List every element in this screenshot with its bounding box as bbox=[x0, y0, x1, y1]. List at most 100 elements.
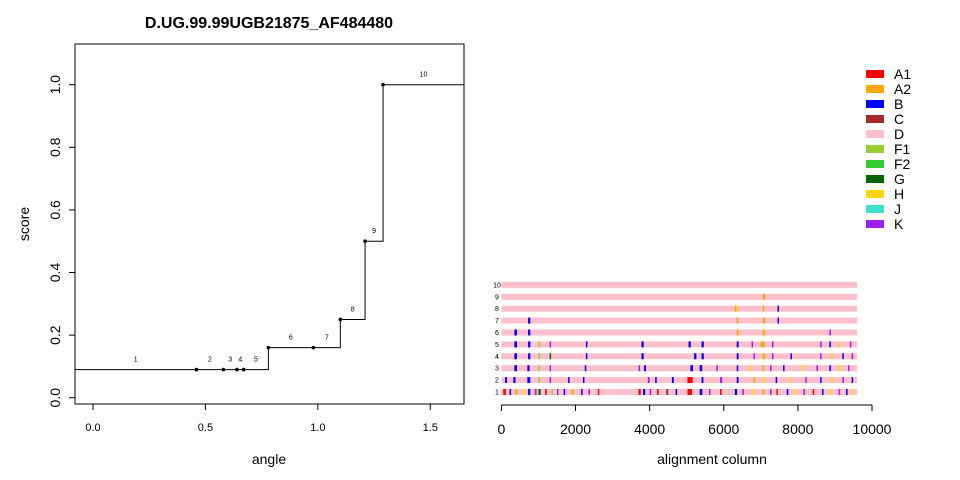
legend-swatch bbox=[866, 100, 884, 108]
subtype-segment bbox=[687, 389, 692, 395]
subtype-segment bbox=[736, 317, 739, 324]
subtype-segment bbox=[514, 365, 517, 372]
legend-item: H bbox=[866, 186, 904, 202]
point-label: 7 bbox=[325, 335, 329, 342]
legend-label: J bbox=[894, 201, 901, 217]
subtype-segment bbox=[514, 353, 517, 360]
subtype-segment bbox=[675, 389, 678, 395]
subtype-segment bbox=[720, 389, 722, 395]
subtype-segment bbox=[513, 377, 516, 384]
score-point bbox=[235, 367, 239, 372]
subtype-segment bbox=[821, 389, 824, 395]
legend-swatch bbox=[866, 70, 884, 78]
right-x-tick-label: 2000 bbox=[560, 421, 591, 437]
right-x-tick-label: 8000 bbox=[782, 421, 813, 437]
subtype-segment bbox=[581, 389, 583, 395]
point-label: 8 bbox=[351, 306, 355, 313]
subtype-segment bbox=[849, 341, 852, 348]
score-point bbox=[241, 367, 246, 372]
row-label: 1 bbox=[495, 390, 499, 397]
left-y-axis-label: score bbox=[16, 207, 32, 241]
subtype-segment bbox=[762, 317, 765, 324]
subtype-segment bbox=[701, 341, 704, 348]
subtype-segment bbox=[585, 353, 588, 360]
subtype-segment bbox=[829, 389, 831, 395]
subtype-segment bbox=[771, 353, 774, 360]
subtype-segment bbox=[538, 353, 540, 360]
left-x-tick-label: 1.0 bbox=[310, 422, 325, 434]
score-point bbox=[363, 239, 367, 244]
subtype-segment bbox=[638, 365, 641, 372]
legend-item: A1 bbox=[866, 66, 911, 82]
row-label: 3 bbox=[495, 366, 499, 373]
score-point bbox=[338, 317, 343, 322]
subtype-segment bbox=[831, 377, 833, 384]
left-x-axis: 0.0 0.5 1.0 1.5 bbox=[85, 404, 438, 434]
subtype-segment bbox=[762, 353, 765, 360]
legend-swatch bbox=[866, 175, 884, 183]
row-label: 8 bbox=[495, 306, 499, 313]
subtype-segment bbox=[851, 377, 854, 384]
subtype-segment bbox=[551, 389, 553, 395]
subtype-segment bbox=[751, 341, 754, 348]
subtype-segment bbox=[716, 365, 718, 372]
row-label: 9 bbox=[495, 294, 499, 301]
subtype-segment bbox=[742, 389, 744, 395]
score-point bbox=[311, 345, 316, 350]
subtype-segment bbox=[538, 341, 540, 348]
subtype-segment bbox=[694, 353, 697, 360]
legend-item: F2 bbox=[866, 156, 911, 172]
legend-label: H bbox=[894, 186, 904, 202]
point-label: 1 bbox=[134, 357, 138, 364]
score-point bbox=[194, 367, 199, 372]
subtype-segment bbox=[842, 353, 844, 360]
alignment-row: 3 bbox=[495, 365, 858, 373]
legend-item: J bbox=[866, 201, 901, 217]
subtype-segment bbox=[829, 341, 831, 348]
legend-item: F1 bbox=[866, 141, 911, 157]
subtype-segment bbox=[655, 377, 657, 384]
subtype-segment bbox=[753, 377, 755, 384]
subtype-segment bbox=[770, 365, 772, 372]
subtype-segment bbox=[771, 341, 774, 348]
point-label: 4 bbox=[238, 357, 242, 364]
score-point bbox=[266, 345, 271, 350]
subtype-segment bbox=[734, 305, 737, 312]
legend-label: F2 bbox=[894, 156, 911, 172]
legend-label: K bbox=[894, 216, 904, 232]
subtype-segment bbox=[584, 365, 587, 372]
right-x-tick-label: 6000 bbox=[708, 421, 739, 437]
legend-item: A2 bbox=[866, 81, 911, 97]
subtype-segment bbox=[851, 353, 854, 360]
legend-swatch bbox=[866, 85, 884, 93]
subtype-segment bbox=[588, 389, 590, 395]
legend-item: D bbox=[866, 126, 904, 142]
subtype-segment bbox=[736, 377, 739, 384]
legend-swatch bbox=[866, 190, 884, 198]
point-label: 6 bbox=[289, 335, 293, 342]
legend-label: G bbox=[894, 171, 905, 187]
row-base-track bbox=[501, 305, 858, 312]
subtype-segment bbox=[820, 377, 822, 384]
subtype-segment bbox=[760, 341, 765, 348]
subtype-segment bbox=[666, 389, 669, 395]
alignment-row: 10 bbox=[493, 281, 858, 289]
alignment-row: 8 bbox=[495, 305, 858, 313]
subtype-segment bbox=[687, 377, 693, 384]
subtype-segment bbox=[801, 365, 804, 372]
subtype-segment bbox=[638, 389, 641, 395]
subtype-segment bbox=[820, 341, 822, 348]
subtype-segment bbox=[762, 365, 765, 372]
subtype-segment bbox=[538, 377, 540, 384]
subtype-segment bbox=[762, 329, 765, 336]
alignment-tracks: 1 2 3 4 5 6 7 8 9 10 bbox=[493, 281, 858, 397]
legend-item: G bbox=[866, 171, 905, 187]
subtype-segment bbox=[549, 341, 552, 348]
subtype-segment bbox=[775, 377, 778, 384]
alignment-row: 7 bbox=[495, 317, 858, 325]
legend-swatch bbox=[866, 115, 884, 123]
chart-title: D.UG.99.99UGB21875_AF484480 bbox=[145, 15, 393, 32]
point-label: 2 bbox=[208, 357, 212, 364]
